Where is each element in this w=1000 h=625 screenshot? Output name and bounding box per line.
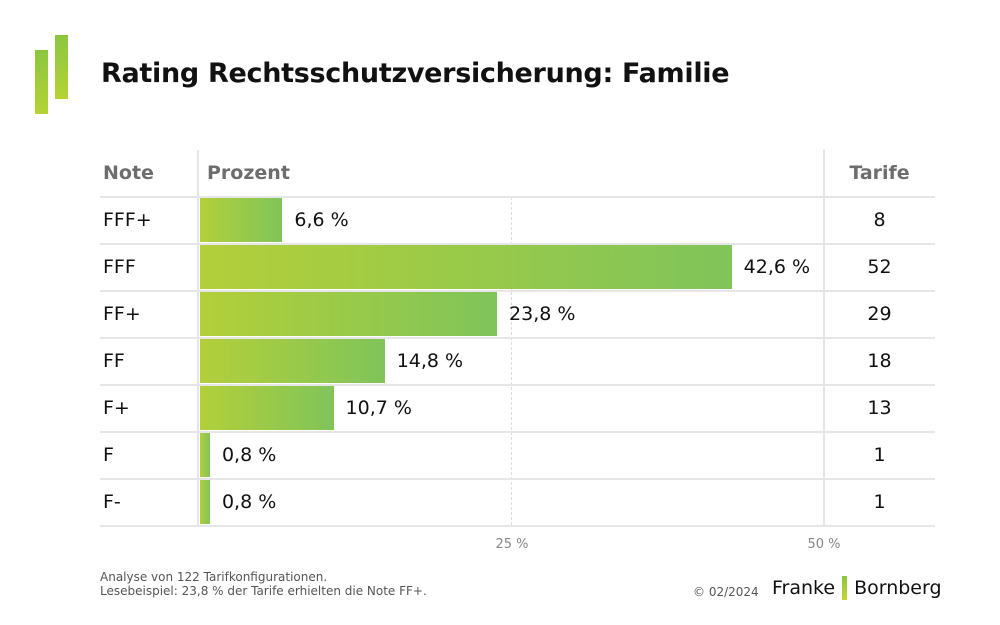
footer-line2: Lesebeispiel: 23,8 % der Tarife erhielte… (100, 584, 427, 598)
bar-value-label: 0,8 % (221, 444, 277, 466)
bar (200, 292, 498, 336)
bar (200, 339, 385, 383)
tick-50: 50 % (807, 537, 841, 552)
header-note: Note (103, 162, 154, 184)
row-rule (100, 384, 935, 386)
header-percent: Prozent (207, 162, 290, 184)
brand-right: Bornberg (854, 577, 942, 599)
row-note: F+ (103, 397, 130, 419)
row-rule (100, 243, 935, 245)
bar (200, 480, 210, 524)
logo-bar-right (55, 35, 68, 99)
bar (200, 245, 732, 289)
bar-value-label: 14,8 % (396, 350, 464, 372)
row-tarife: 1 (873, 444, 886, 466)
header-tarife: Tarife (849, 162, 910, 184)
bar-value-label: 0,8 % (221, 491, 277, 513)
row-rule (100, 431, 935, 433)
row-rule (100, 290, 935, 292)
bar-value-label: 23,8 % (509, 303, 576, 325)
bar-value-label: 10,7 % (345, 397, 412, 419)
row-rule (100, 525, 935, 527)
logo-bar-left (35, 50, 48, 114)
row-note: FFF (103, 256, 136, 278)
row-note: FFF+ (103, 209, 152, 231)
row-tarife: 18 (867, 350, 892, 372)
tick-25: 25 % (495, 537, 529, 552)
brand-left: Franke (772, 577, 836, 599)
row-rule (100, 478, 935, 480)
copyright: © 02/2024 (693, 585, 759, 599)
brand-mark-icon (842, 576, 848, 600)
bar-value-label: 6,6 % (294, 209, 349, 231)
chart-title: Rating Rechtsschutzversicherung: Familie (101, 58, 730, 89)
bar (200, 433, 210, 477)
row-note: FF (103, 350, 125, 372)
gridline-25 (511, 197, 512, 525)
row-tarife: 52 (867, 256, 892, 278)
bar-value-label: 42,6 % (743, 256, 811, 278)
row-tarife: 8 (873, 209, 886, 231)
row-tarife: 1 (873, 491, 886, 513)
header-rule (100, 196, 935, 198)
row-tarife: 29 (867, 303, 892, 325)
footer-line1: Analyse von 122 Tarifkonfigurationen. (100, 570, 328, 584)
row-rule (100, 337, 935, 339)
row-tarife: 13 (867, 397, 892, 419)
row-note: F (103, 444, 114, 466)
brand-logo: Franke Bornberg (772, 576, 942, 600)
bar (200, 386, 334, 430)
row-note: FF+ (103, 303, 141, 325)
bar (200, 198, 283, 242)
row-note: F- (103, 491, 121, 513)
